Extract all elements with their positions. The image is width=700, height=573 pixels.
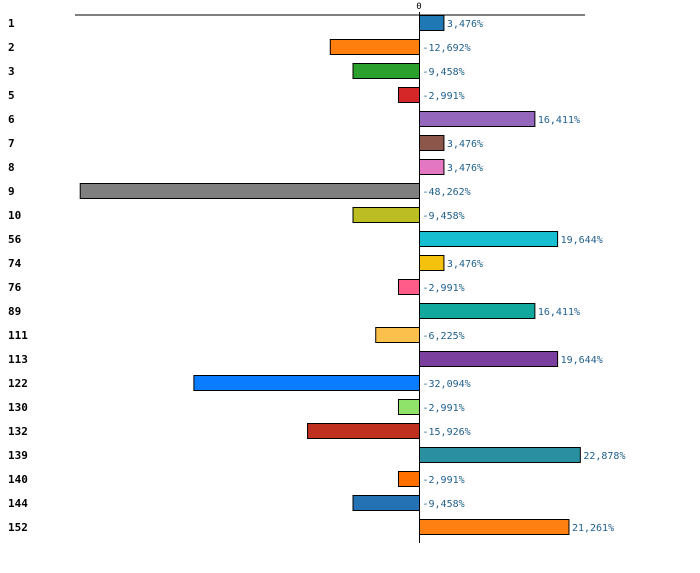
category-label: 1 xyxy=(8,17,15,30)
value-label: -9,458% xyxy=(423,67,465,78)
category-label: 122 xyxy=(8,377,28,390)
bar xyxy=(375,327,420,343)
bar xyxy=(419,111,536,127)
category-label: 9 xyxy=(8,185,15,198)
value-label: -2,991% xyxy=(423,403,465,414)
bar xyxy=(352,495,420,511)
category-label: 140 xyxy=(8,473,28,486)
category-label: 113 xyxy=(8,353,28,366)
category-label: 74 xyxy=(8,257,22,270)
value-label: -2,991% xyxy=(423,91,465,102)
bar xyxy=(397,87,420,103)
bar xyxy=(397,279,420,295)
category-label: 132 xyxy=(8,425,28,438)
category-label: 89 xyxy=(8,305,21,318)
value-label: 3,476% xyxy=(447,259,483,270)
bar xyxy=(419,159,445,175)
category-label: 5 xyxy=(8,89,15,102)
value-label: -48,262% xyxy=(423,187,471,198)
value-label: 3,476% xyxy=(447,139,483,150)
category-label: 8 xyxy=(8,161,15,174)
value-label: -32,094% xyxy=(423,379,471,390)
bar xyxy=(419,15,445,31)
bars-group: 1 3,476% 2 -12,692% 3 -9,458% 5 -2,991% 6 16,411%… xyxy=(8,15,625,535)
category-label: 56 xyxy=(8,233,22,246)
category-label: 111 xyxy=(8,329,28,342)
bar xyxy=(397,471,420,487)
category-label: 76 xyxy=(8,281,22,294)
value-label: 22,878% xyxy=(583,451,625,462)
bar xyxy=(352,207,420,223)
bar xyxy=(79,183,420,199)
category-label: 3 xyxy=(8,65,15,78)
bar xyxy=(419,303,536,319)
value-label: -12,692% xyxy=(423,43,471,54)
value-label: -2,991% xyxy=(423,283,465,294)
category-label: 130 xyxy=(8,401,28,414)
value-label: -15,926% xyxy=(423,427,471,438)
value-label: 3,476% xyxy=(447,163,483,174)
bar xyxy=(419,447,581,463)
category-label: 144 xyxy=(8,497,28,510)
bar xyxy=(397,399,420,415)
bar xyxy=(419,351,559,367)
category-label: 152 xyxy=(8,521,28,534)
value-label: -6,225% xyxy=(423,331,465,342)
value-label: 21,261% xyxy=(572,523,614,534)
bar xyxy=(419,519,570,535)
bar xyxy=(419,231,559,247)
bar xyxy=(307,423,420,439)
value-label: -2,991% xyxy=(423,475,465,486)
zero-tick-label: 0 xyxy=(416,2,421,12)
value-label: 3,476% xyxy=(447,19,483,30)
bar xyxy=(329,39,420,55)
category-label: 7 xyxy=(8,137,15,150)
value-label: -9,458% xyxy=(423,499,465,510)
category-label: 10 xyxy=(8,209,21,222)
category-label: 6 xyxy=(8,113,15,126)
value-label: 19,644% xyxy=(561,355,603,366)
bar xyxy=(193,375,420,391)
bar xyxy=(352,63,420,79)
value-label: 16,411% xyxy=(538,307,580,318)
bar xyxy=(419,255,445,271)
value-label: 16,411% xyxy=(538,115,580,126)
category-label: 139 xyxy=(8,449,28,462)
category-label: 2 xyxy=(8,41,15,54)
value-label: 19,644% xyxy=(561,235,603,246)
bar xyxy=(419,135,445,151)
value-label: -9,458% xyxy=(423,211,465,222)
